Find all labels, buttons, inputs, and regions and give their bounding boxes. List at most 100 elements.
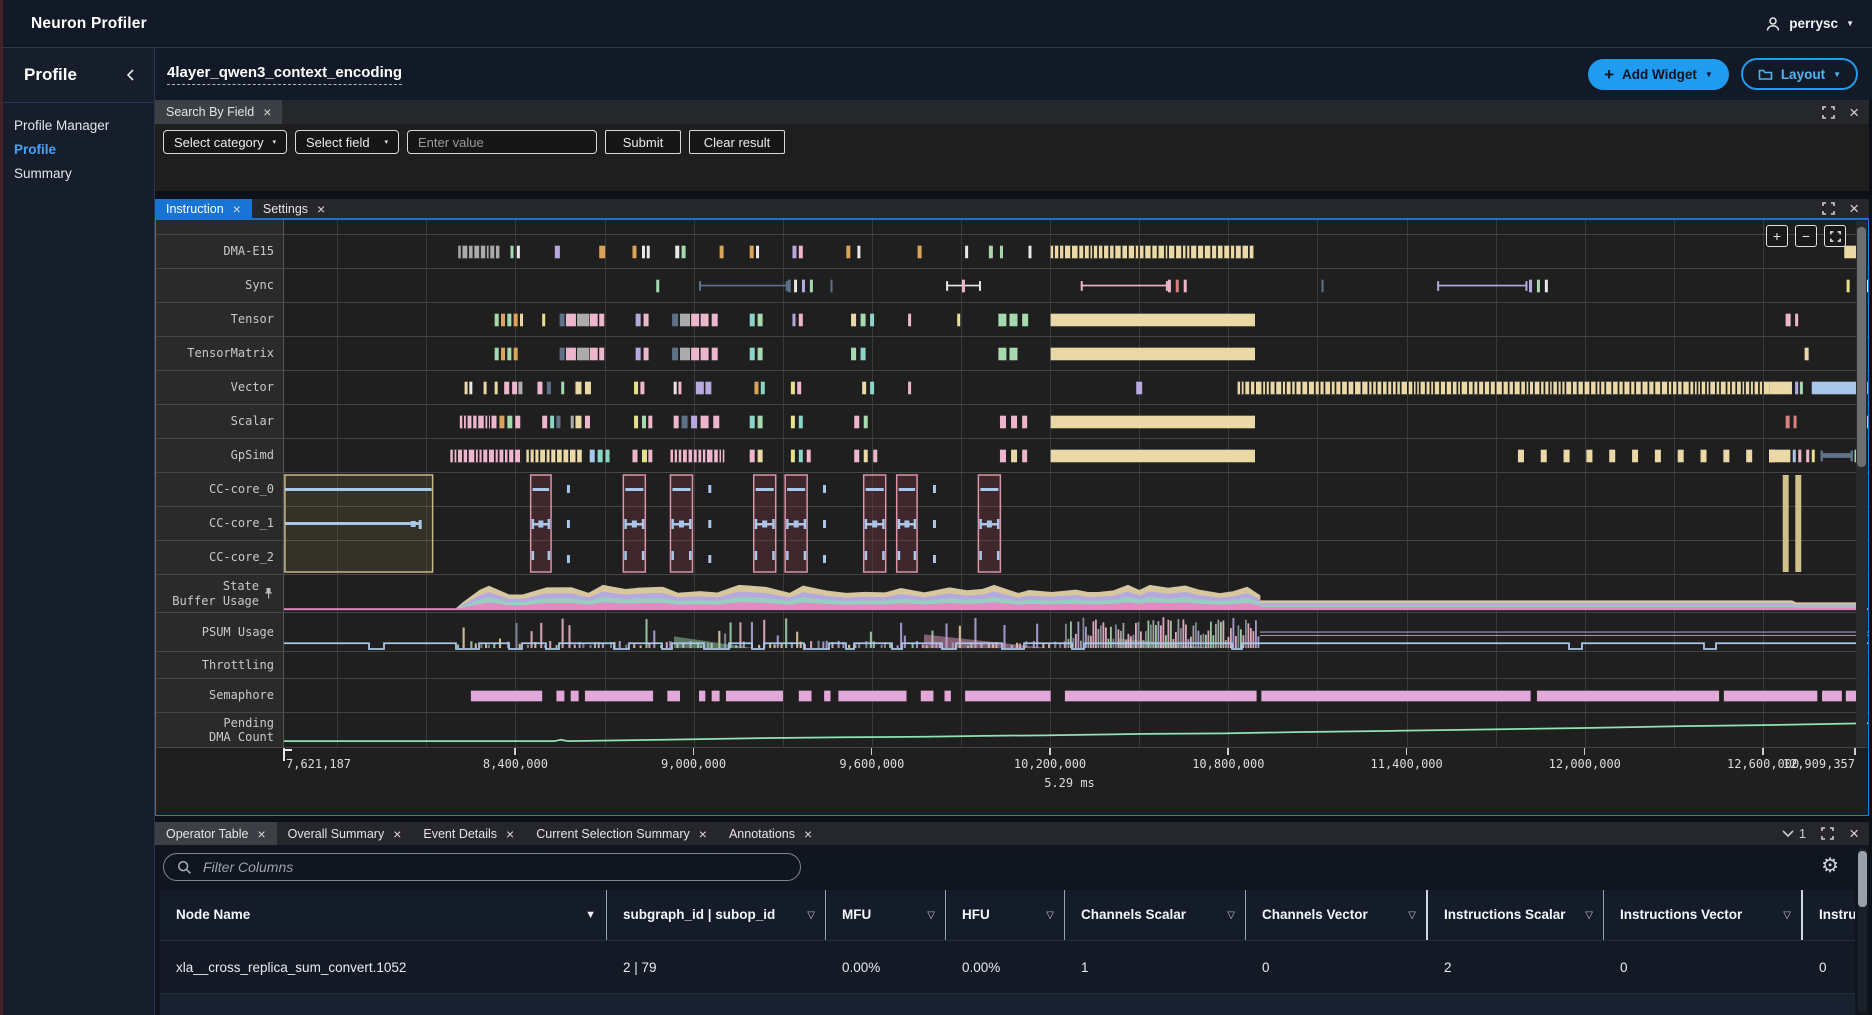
user-menu[interactable]: perrysc ▼ [1765,16,1854,32]
timeline-row-track[interactable] [284,713,1868,747]
tab-event-details[interactable]: Event Details× [412,822,525,845]
timeline-row-gpsimd: GpSimd [156,439,1868,473]
clear-result-label: Clear result [704,135,770,150]
close-icon[interactable]: × [317,202,325,216]
collapse-control[interactable]: 1 [1782,826,1806,841]
tab-current-selection-summary[interactable]: Current Selection Summary× [525,822,718,845]
chart-scrollbar-thumb[interactable] [1857,227,1866,467]
timeline-row-track[interactable] [284,473,1868,506]
tab-operator-table[interactable]: Operator Table× [155,822,277,845]
filter-icon[interactable]: ▽ [1227,910,1235,921]
timeline-row-track[interactable] [284,613,1868,651]
column-header-channels-scalar[interactable]: Channels Scalar▽ [1065,890,1246,940]
submit-button[interactable]: Submit [605,130,681,154]
close-icon[interactable]: × [1849,104,1859,121]
select-category-button[interactable]: Select category▾ [163,130,287,154]
timeline-row-track[interactable] [284,405,1868,438]
timeline-chart[interactable]: DMA-E15SyncTensorTensorMatrixVectorScala… [155,220,1869,816]
pin-icon[interactable] [263,587,274,600]
filter-icon[interactable]: ▽ [1585,910,1593,921]
timeline-row-track[interactable] [284,269,1868,302]
close-icon[interactable]: × [804,827,812,841]
column-header-instructions-vector[interactable]: Instructions Vector▽ [1604,890,1803,940]
axis-tick-label: 12,000,000 [1549,757,1621,771]
table-row[interactable]: xla__cross_replica_sum_all-reduce.9971 |… [160,993,1855,1015]
filter-columns-input[interactable] [201,858,787,876]
timeline-row-track[interactable] [284,220,1868,234]
close-icon[interactable]: × [233,202,241,216]
axis-tick [1227,748,1229,755]
timeline-row-track[interactable] [284,303,1868,336]
filter-icon[interactable]: ▽ [1408,910,1416,921]
timeline-row-track[interactable] [284,679,1868,712]
close-icon[interactable]: × [1849,825,1859,842]
column-header-node-name[interactable]: Node Name▼ [160,890,607,940]
tab-settings[interactable]: Settings × [252,199,336,218]
sidebar-item-summary[interactable]: Summary [14,167,154,181]
gear-icon[interactable]: ⚙ [1821,853,1839,878]
timeline-row-spacer [156,220,1868,235]
timeline-row-label-tensormatrix: TensorMatrix [156,337,284,370]
table-scrollbar-thumb[interactable] [1858,851,1867,907]
table-cell: xla__cross_replica_sum_convert.1052 [160,960,607,975]
sidebar-item-profile[interactable]: Profile [14,143,154,157]
expand-icon[interactable] [1822,106,1835,119]
timeline-row-track[interactable] [284,652,1868,678]
tab-search-by-field[interactable]: Search By Field × [155,100,282,124]
timeline-row-track[interactable] [284,235,1868,268]
axis-tick-label: 7,621,187 [286,757,351,771]
close-icon[interactable]: × [393,827,401,841]
timeline-row-label-scalar: Scalar [156,405,284,438]
filter-icon[interactable]: ▽ [1046,910,1054,921]
column-label: Instructions [1819,906,1855,924]
timeline-row-track[interactable] [284,575,1868,612]
select-field-button[interactable]: Select field▾ [295,130,399,154]
layout-button[interactable]: Layout ▼ [1741,58,1858,90]
tab-instruction[interactable]: Instruction× [155,199,252,218]
chevron-left-icon[interactable] [125,68,136,82]
add-widget-button[interactable]: + Add Widget ▼ [1588,59,1729,90]
column-header-hfu[interactable]: HFU▽ [946,890,1065,940]
expand-icon[interactable] [1822,202,1835,215]
filter-icon[interactable]: ▽ [1783,910,1791,921]
timeline-row-track[interactable] [284,371,1868,404]
zoom-in-button[interactable]: + [1766,225,1788,247]
tab-annotations[interactable]: Annotations× [718,822,823,845]
timeline-row-track[interactable] [284,439,1868,472]
layout-label: Layout [1781,67,1825,82]
close-icon[interactable]: × [699,827,707,841]
column-header-instructions[interactable]: Instructions▽ [1803,890,1855,940]
timeline-row-track[interactable] [284,541,1868,574]
sort-icon[interactable]: ▼ [585,909,596,921]
column-header-mfu[interactable]: MFU▽ [826,890,946,940]
filter-columns-field[interactable] [163,853,801,881]
table-row[interactable]: xla__cross_replica_sum_convert.10522 | 7… [160,940,1855,993]
column-header-subgraph-id-subop-id[interactable]: subgraph_id | subop_id▽ [607,890,826,940]
add-widget-label: Add Widget [1622,67,1697,82]
tab-overall-summary[interactable]: Overall Summary× [277,822,413,845]
table-scrollbar[interactable] [1858,848,1867,1012]
close-icon[interactable]: × [257,827,265,841]
timeline-row-track[interactable] [284,507,1868,540]
column-label: Instructions Scalar [1444,906,1579,924]
column-header-channels-vector[interactable]: Channels Vector ▽ [1246,890,1428,940]
value-input[interactable] [407,130,597,154]
column-label: Channels Vector [1262,906,1402,924]
close-icon[interactable]: × [506,827,514,841]
filter-icon[interactable]: ▽ [807,910,815,921]
clear-result-button[interactable]: Clear result [689,130,785,154]
close-icon[interactable]: × [1849,200,1859,217]
filter-icon[interactable]: ▽ [927,910,935,921]
zoom-out-button[interactable]: − [1795,225,1817,247]
chart-scrollbar[interactable] [1856,221,1867,747]
timeline-row-track[interactable] [284,337,1868,370]
timeline-row-label-cc-core-2: CC-core_2 [156,541,284,574]
axis-tick-label: 10,800,000 [1192,757,1264,771]
axis-tick [1762,748,1764,755]
expand-icon[interactable] [1821,827,1834,840]
fit-view-button[interactable] [1824,225,1846,247]
tab-label: Settings [263,202,308,216]
column-header-instructions-scalar[interactable]: Instructions Scalar ▽ [1428,890,1604,940]
sidebar-item-profile-manager[interactable]: Profile Manager [14,119,154,133]
close-icon[interactable]: × [263,105,271,119]
